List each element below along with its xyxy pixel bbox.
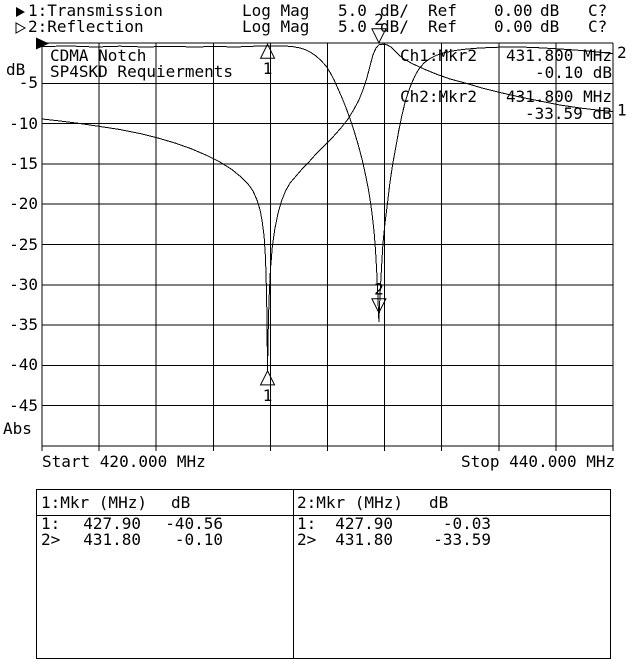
trace1-end-number: 1 [617, 101, 627, 120]
y-tick-label: -35 [9, 315, 38, 334]
ch1-ref-unit: dB [540, 1, 560, 20]
marker-row-freq: 431.80 [83, 530, 141, 549]
ch2-marker-readout-freq: 431.800 MHz [506, 87, 612, 106]
ch1-ref-value: 0.00 [494, 1, 533, 20]
trace-transmission [41, 43, 614, 373]
marker-table-ch2-title: 2:Mkr (MHz) [297, 493, 403, 512]
marker-row-id: 1: [41, 514, 61, 533]
marker-number: 2 [374, 280, 384, 299]
marker-table-ch1-unit: dB [171, 493, 191, 512]
marker-row-freq: 427.90 [335, 514, 393, 533]
ch2-ref-label: Ref [428, 17, 457, 36]
marker-triangle-icon [259, 369, 276, 386]
y-axis-mode-label: Abs [3, 419, 32, 438]
y-tick-label: -45 [9, 396, 38, 415]
marker-table: 1:Mkr (MHz) dB 2:Mkr (MHz) dB 1: 427.90 … [36, 489, 611, 659]
y-tick-label: -15 [9, 154, 38, 173]
y-tick-label: -20 [9, 194, 38, 213]
marker-row-freq: 427.90 [83, 514, 141, 533]
y-axis-unit-label: dB [6, 60, 26, 79]
ch2-scale-value: 5.0 [338, 17, 367, 36]
start-frequency-label: Start 420.000 MHz [42, 452, 206, 471]
channel1-active-arrow-icon [16, 7, 25, 17]
ch2-ref-value: 0.00 [494, 17, 533, 36]
ch1-header-label: 1:Transmission [28, 1, 163, 20]
ch2-header-label: 2:Reflection [28, 17, 144, 36]
marker-number: 1 [263, 386, 273, 405]
channel2-arrow-icon [15, 22, 27, 34]
y-tick-label: -25 [9, 235, 38, 254]
ch1-marker-readout-label: Ch1:Mkr2 [400, 46, 478, 65]
marker-table-ch1-title: 1:Mkr (MHz) [41, 493, 147, 512]
ref-level-arrow-icon [36, 37, 49, 50]
marker-row-id: 1: [297, 514, 317, 533]
ch1-marker-readout-value: -0.10 dB [535, 63, 613, 82]
marker-table-header-rule [37, 515, 610, 516]
marker-triangle-icon [259, 43, 276, 59]
marker-table-divider [293, 490, 294, 658]
measurement-title-line2: SP4SKD Requierments [50, 62, 234, 81]
marker-row-freq: 431.80 [335, 530, 393, 549]
marker-row-value: -33.59 [433, 530, 491, 549]
marker-row-value: -40.56 [165, 514, 223, 533]
ch2-ref-unit: dB [540, 17, 560, 36]
ch2-scale-unit: dB/ [380, 17, 409, 36]
y-tick-label: -10 [9, 114, 38, 133]
ch2-cal-status: C? [588, 17, 608, 36]
trace2-end-number: 2 [617, 43, 627, 62]
ch2-marker-readout-value: -33.59 dB [525, 104, 612, 123]
y-tick-label: -30 [9, 275, 38, 294]
ch1-scale-unit: dB/ [380, 1, 409, 20]
marker-row-value: -0.03 [442, 514, 491, 533]
y-tick-label: -40 [9, 355, 38, 374]
marker-row-id: 2> [41, 530, 61, 549]
measurement-title-line1: CDMA Notch [50, 46, 147, 65]
marker-number: 1 [263, 59, 273, 78]
ch2-marker-readout-label: Ch2:Mkr2 [400, 87, 478, 106]
marker-triangle-icon [371, 298, 387, 314]
ch1-ref-label: Ref [428, 1, 457, 20]
marker-triangle-icon [371, 28, 387, 44]
ch2-format-label: Log Mag [242, 17, 310, 36]
marker-table-ch2-unit: dB [429, 493, 449, 512]
stop-frequency-label: Stop 440.000 MHz [461, 452, 616, 471]
marker-row-id: 2> [297, 530, 317, 549]
ch1-scale-value: 5.0 [338, 1, 367, 20]
ch1-format-label: Log Mag [242, 1, 310, 20]
y-tick-label: -5 [18, 73, 38, 92]
marker-number: 2 [374, 10, 384, 29]
trace-reflection [41, 45, 614, 323]
marker-symbols: 1 2 1 2 [259, 10, 387, 405]
ch1-cal-status: C? [588, 1, 608, 20]
marker-row-value: -0.10 [174, 530, 223, 549]
